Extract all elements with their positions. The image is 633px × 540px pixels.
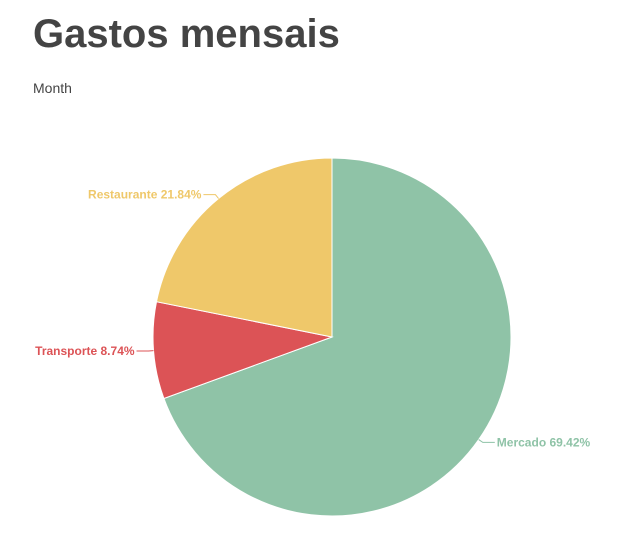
leader-line-mercado — [478, 439, 495, 443]
chart-title: Gastos mensais — [33, 12, 340, 56]
pie-slice-restaurante[interactable] — [155, 157, 333, 338]
slice-label-mercado: Mercado 69.42% — [497, 435, 591, 449]
slice-label-transporte: Transporte 8.74% — [35, 344, 135, 358]
leader-line-restaurante — [203, 194, 219, 199]
slice-label-restaurante: Restaurante 21.84% — [88, 188, 202, 202]
pie-slice-transporte[interactable] — [152, 301, 334, 400]
pie-slice-mercado[interactable] — [163, 157, 512, 517]
chart-subtitle: Month — [33, 80, 72, 96]
